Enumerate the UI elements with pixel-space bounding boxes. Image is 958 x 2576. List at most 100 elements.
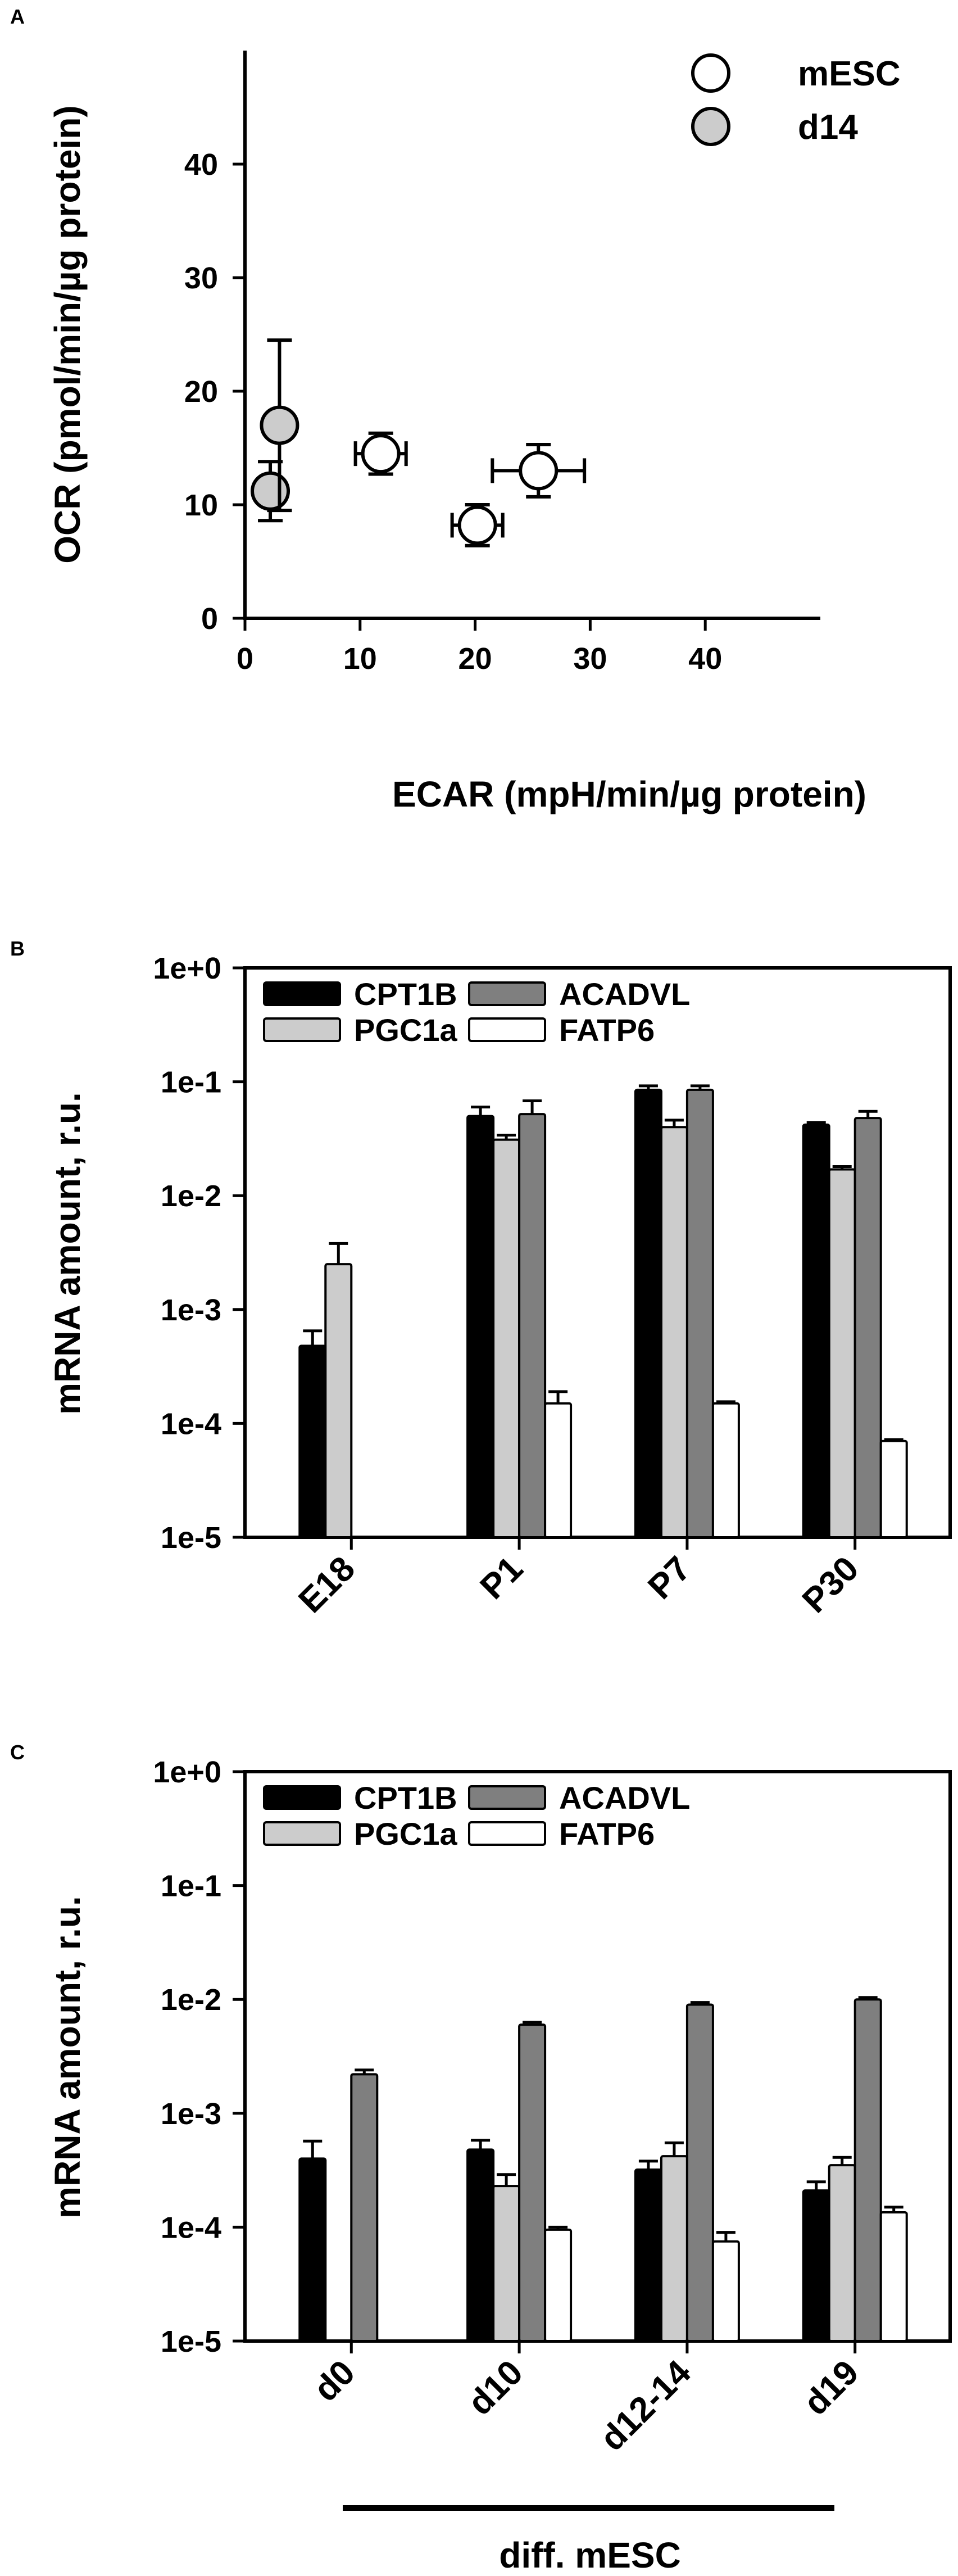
panel-a-point-d14 [260, 338, 299, 513]
panel-b-y-tick-label: 1e-4 [161, 1407, 221, 1441]
panel-a-scatter: 0 10 20 30 40 0 10 20 30 40 mESC d14 ECAR (mpH/min… [47, 51, 901, 814]
panel-b-legend-label-fatp6: FATP6 [559, 1012, 655, 1048]
panel-b-bar-rect [853, 1117, 882, 1538]
panel-a-x-axis-label: ECAR (mpH/min/µg protein) [392, 774, 866, 814]
panel-b-bar-rect [802, 1123, 830, 1538]
panel-c-bar-acadvl [350, 2068, 379, 2342]
panel-c-bar-rect [828, 2164, 856, 2343]
panel-c-bar-rect [711, 2240, 740, 2343]
panel-b-bar-rect [466, 1115, 495, 1538]
panel-c-bar-rect [660, 2155, 688, 2342]
panel-c-bar-fatp6 [879, 2206, 908, 2342]
panel-a-y-tick-label: 20 [184, 375, 218, 409]
panel-b-bar-rect [711, 1402, 740, 1538]
panel-b-bar-fatp6 [544, 1390, 573, 1538]
panel-c-bar-rect [350, 2073, 379, 2342]
panel-b-bar-pgc1a [660, 1119, 688, 1538]
panel-b-bar-fatp6 [879, 1438, 908, 1539]
panel-c-bar-rect [802, 2189, 830, 2343]
panel-c-y-tick-label: 1e-5 [161, 2325, 221, 2358]
panel-c-bar-rect [518, 2023, 547, 2342]
panel-c-bar-pgc1a [660, 2141, 688, 2342]
panel-c-bar-cpt1b [298, 2139, 327, 2342]
panel-b-bar-rect [634, 1088, 662, 1539]
panel-a-x-tick-label: 40 [688, 642, 722, 676]
panel-label-b: B [10, 937, 25, 960]
panel-a-x-tick-label: 20 [458, 642, 492, 676]
panel-b-legend-label-acadvl: ACADVL [559, 976, 690, 1012]
panel-c-x-axis-label: diff. mESC [499, 2535, 681, 2575]
panel-c-legend-swatch-cpt1b [263, 1785, 341, 1810]
panel-a-point-mesc [491, 442, 587, 499]
panel-label-c: C [10, 1741, 25, 1764]
panel-c-bar-rect [492, 2185, 521, 2343]
panel-b-bar-cpt1b [298, 1329, 327, 1539]
panel-b-bar-cpt1b [802, 1121, 830, 1538]
panel-b-bar-pgc1a [324, 1242, 353, 1538]
panel-b-y-tick-label: 1e-2 [161, 1179, 221, 1213]
panel-b-bar-rect [518, 1113, 547, 1538]
panel-b-bar-pgc1a [828, 1165, 856, 1538]
panel-label-a: A [10, 5, 25, 28]
panel-c-legend-label-cpt1b: CPT1B [354, 1780, 457, 1816]
panel-b-y-tick-label: 1e-5 [161, 1521, 221, 1555]
panel-c-plot-frame [243, 1770, 952, 2343]
panel-c-bar-rect [879, 2211, 908, 2342]
panel-c-bar-acadvl [853, 1996, 882, 2342]
panel-b-bar-cpt1b [634, 1084, 662, 1539]
panel-b-legend-swatch-fatp6 [468, 1017, 546, 1042]
panel-c-y-tick-label: 1e+0 [153, 1755, 221, 1789]
panel-c-bar-cpt1b [802, 2180, 830, 2343]
panel-b-legend-label-pgc1a: PGC1a [354, 1012, 457, 1048]
panel-b-bar-acadvl [685, 1084, 714, 1539]
panel-c-bar-fatp6 [711, 2231, 740, 2343]
panel-c-y-tick-label: 1e-2 [161, 1983, 221, 2017]
panel-a-legend-marker-mesc [691, 53, 730, 93]
panel-c-bar-pgc1a [492, 2173, 521, 2343]
panel-c-y-tick-label: 1e-4 [161, 2211, 221, 2244]
panel-c-legend-swatch-acadvl [468, 1785, 546, 1810]
panel-b-bar-rect [685, 1088, 714, 1539]
panel-b-bar-rect [298, 1344, 327, 1539]
panel-b-bar-rect [324, 1263, 353, 1538]
panel-c-bar-acadvl [518, 2021, 547, 2342]
panel-c-bar-cpt1b [634, 2160, 662, 2343]
panel-a-point-mesc [353, 431, 408, 476]
panel-a-legend-label-mesc: mESC [798, 55, 901, 93]
panel-b-bar-cpt1b [466, 1106, 495, 1538]
panel-c-bar-rect [853, 1998, 882, 2342]
panel-a-x-tick-label: 10 [343, 642, 377, 676]
panel-c-bar-cpt1b [466, 2139, 495, 2343]
panel-b-legend-swatch-cpt1b [263, 981, 341, 1006]
panel-c-bar-rect [685, 2003, 714, 2342]
panel-b-bar-rect [828, 1168, 856, 1538]
panel-c-bar-pgc1a [828, 2156, 856, 2343]
panel-b-legend-label-cpt1b: CPT1B [354, 976, 457, 1012]
panel-c-legend-swatch-pgc1a [263, 1821, 341, 1846]
panel-b-bar-rect [660, 1126, 688, 1538]
panel-b-bar-rect [544, 1402, 573, 1538]
panel-c-y-tick-label: 1e-1 [161, 1869, 221, 1903]
panel-a-legend-label-d14: d14 [798, 108, 858, 147]
panel-a-y-tick-label: 30 [184, 261, 218, 295]
panel-a-point-mesc [450, 503, 505, 547]
panel-c-bar-rect [298, 2157, 327, 2342]
panel-b-bar-fatp6 [711, 1400, 740, 1538]
panel-c-bar-rect [466, 2148, 495, 2343]
panel-c-y-tick-label: 1e-3 [161, 2097, 221, 2131]
panel-b-bar-pgc1a [492, 1134, 521, 1538]
panel-c-bar-rect [634, 2168, 662, 2343]
panel-a-x-tick-label: 30 [573, 642, 607, 676]
panel-b-legend-swatch-pgc1a [263, 1017, 341, 1042]
panel-b-bar-acadvl [518, 1099, 547, 1538]
panel-b-y-tick-label: 1e-1 [161, 1066, 221, 1099]
panel-c-legend-label-pgc1a: PGC1a [354, 1816, 457, 1851]
panel-a-x-tick-label: 0 [237, 642, 253, 676]
panel-c-y-axis-label: mRNA amount, r.u. [47, 1896, 88, 2219]
panel-a-y-tick-label: 10 [184, 488, 218, 522]
panel-b-plot-frame [243, 966, 952, 1539]
panel-b-bar-acadvl [853, 1110, 882, 1538]
panel-b-bar-rect [492, 1138, 521, 1538]
